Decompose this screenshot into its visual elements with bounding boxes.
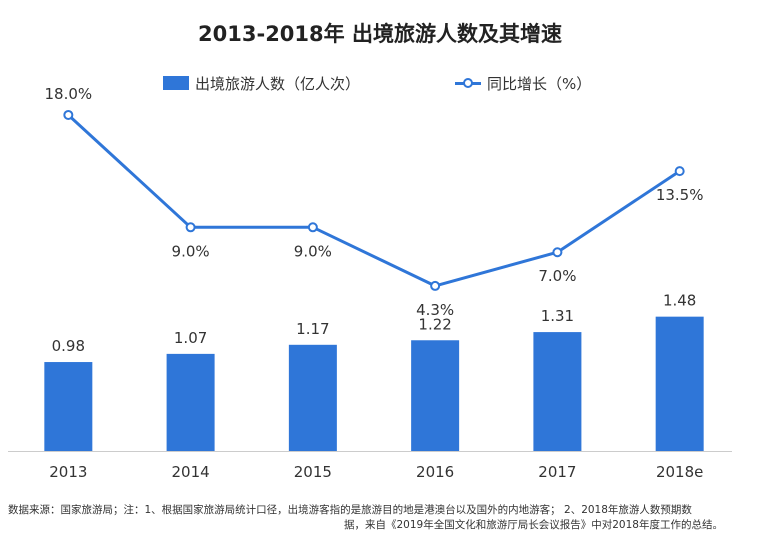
chart-title: 2013-2018年 出境旅游人数及其增速 — [198, 22, 562, 46]
bar-2015 — [288, 344, 337, 451]
line-point-2013 — [63, 109, 74, 120]
bar-2016 — [411, 340, 460, 451]
line-point-2017 — [552, 247, 563, 258]
bar-2017 — [533, 332, 582, 451]
legend-line-series: 同比增长（%） — [455, 72, 591, 94]
bar-label-2017: 1.31 — [541, 307, 574, 325]
line-point-2014 — [185, 222, 196, 233]
growth-line — [67, 113, 681, 288]
legend-line-swatch — [455, 76, 481, 90]
line-label-2017: 7.0% — [538, 267, 576, 285]
line-point-2015 — [307, 222, 318, 233]
line-point-2018e — [674, 166, 685, 177]
line-label-2015: 9.0% — [294, 242, 332, 260]
bar-label-2013: 0.98 — [52, 337, 85, 355]
legend-bar-label: 出境旅游人数（亿人次） — [195, 74, 361, 93]
line-point-2016 — [430, 280, 441, 291]
footnote: 数据来源：国家旅游局；注：1、根据国家旅游局统计口径，出境游客指的是旅游目的地是… — [8, 503, 748, 533]
bar-label-2018e: 1.48 — [663, 292, 696, 310]
bar-label-2015: 1.17 — [296, 320, 329, 338]
bar-2018e — [655, 316, 704, 451]
footnote-line-1: 数据来源：国家旅游局；注：1、根据国家旅游局统计口径，出境游客指的是旅游目的地是… — [8, 504, 692, 516]
x-tick-2015: 2015 — [294, 463, 332, 481]
bar-2014 — [166, 353, 215, 451]
legend-bar-swatch — [163, 76, 189, 90]
line-label-2013: 18.0% — [45, 85, 93, 103]
line-label-2016: 4.3% — [416, 301, 454, 319]
x-tick-2018e: 2018e — [656, 463, 703, 481]
bar-label-2014: 1.07 — [174, 329, 207, 347]
bar-label-2016: 1.22 — [418, 315, 451, 333]
bar-2013 — [44, 362, 93, 451]
line-label-2014: 9.0% — [172, 242, 210, 260]
x-tick-2017: 2017 — [538, 463, 576, 481]
footnote-line-2: 据，来自《2019年全国文化和旅游厅局长会议报告》中对2018年度工作的总结。 — [344, 519, 723, 531]
x-tick-2016: 2016 — [416, 463, 454, 481]
legend-line-label: 同比增长（%） — [487, 74, 592, 93]
x-tick-2014: 2014 — [172, 463, 210, 481]
line-label-2018e: 13.5% — [656, 186, 704, 204]
x-tick-2013: 2013 — [49, 463, 87, 481]
legend-bar-series: 出境旅游人数（亿人次） — [163, 72, 360, 94]
